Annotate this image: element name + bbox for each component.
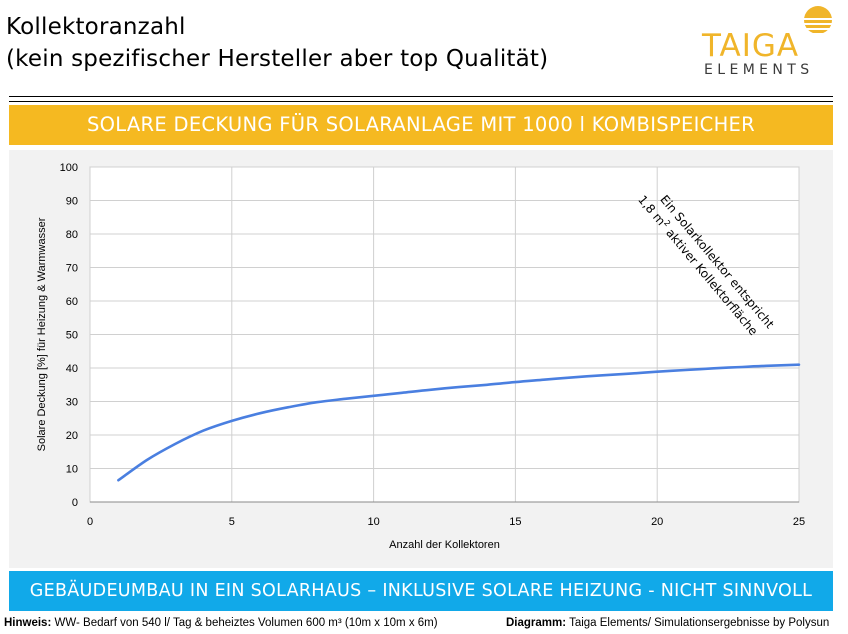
y-tick-label: 100 <box>60 162 78 174</box>
footer-note-text: WW- Bedarf von 540 l/ Tag & beheiztes Vo… <box>51 617 438 629</box>
x-tick-label: 20 <box>651 516 663 528</box>
footer-note: Hinweis: WW- Bedarf von 540 l/ Tag & beh… <box>4 617 438 629</box>
logo-subtitle: ELEMENTS <box>704 62 814 78</box>
y-tick-label: 30 <box>66 397 78 409</box>
y-tick-label: 70 <box>66 263 78 275</box>
x-tick-label: 25 <box>793 516 805 528</box>
x-tick-label: 15 <box>509 516 521 528</box>
x-tick-label: 0 <box>87 516 93 528</box>
y-tick-label: 60 <box>66 296 78 308</box>
sun-logo-icon <box>802 6 836 40</box>
x-tick-label: 5 <box>229 516 235 528</box>
y-tick-label: 40 <box>66 363 78 375</box>
chart-heading-banner: SOLARE DECKUNG FÜR SOLARANLAGE MIT 1000 … <box>9 105 833 145</box>
series-line <box>117 363 801 482</box>
y-tick-label: 10 <box>66 464 78 476</box>
footer-source-label: Diagramm: <box>506 617 567 629</box>
x-tick-label: 10 <box>367 516 379 528</box>
chart-area: 0 10 20 30 40 50 60 70 80 90 100 0 5 10 15 20 25 Anzahl d… <box>9 150 833 568</box>
y-tick-label: 20 <box>66 430 78 442</box>
page-title: Kollektoranzahl <box>6 14 186 40</box>
footer-note-label: Hinweis: <box>4 617 52 629</box>
top-divider <box>9 96 833 97</box>
y-tick-label: 0 <box>72 497 78 509</box>
footer-source: Diagramm: Taiga Elements/ Simulationserg… <box>506 617 829 629</box>
x-axis-label: Anzahl der Kollektoren <box>389 539 500 551</box>
logo-wordmark: TAIGA <box>702 28 800 64</box>
footer-source-text: Taiga Elements/ Simulationsergebnisse by… <box>566 617 830 629</box>
page-subtitle: (kein spezifischer Hersteller aber top Q… <box>6 46 549 72</box>
top-divider-inner <box>9 101 833 102</box>
y-tick-label: 80 <box>66 229 78 241</box>
conclusion-banner: GEBÄUDEUMBAU IN EIN SOLARHAUS – INKLUSIV… <box>9 571 833 611</box>
y-tick-label: 90 <box>66 196 78 208</box>
taiga-elements-logo: TAIGA ELEMENTS <box>700 4 840 80</box>
y-axis-label: Solare Deckung [%] für Heizung & Warmwas… <box>36 217 48 451</box>
y-tick-label: 50 <box>66 330 78 342</box>
line-chart: 0 10 20 30 40 50 60 70 80 90 100 0 5 10 15 20 25 Anzahl d… <box>36 162 805 551</box>
